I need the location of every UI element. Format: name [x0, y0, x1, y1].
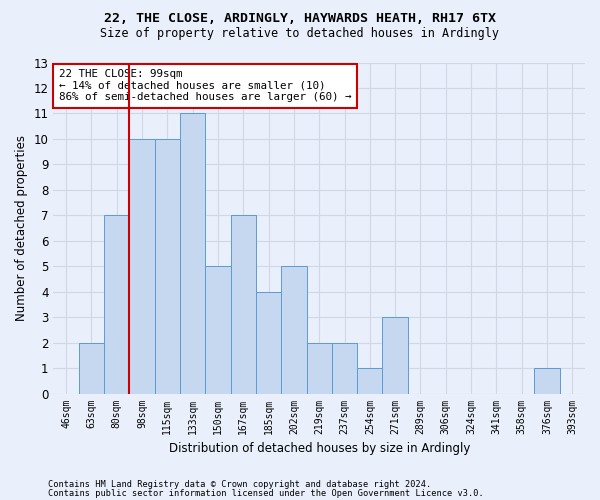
- Bar: [256, 292, 281, 394]
- Bar: [180, 114, 205, 394]
- Bar: [332, 342, 357, 394]
- Text: 22 THE CLOSE: 99sqm
← 14% of detached houses are smaller (10)
86% of semi-detach: 22 THE CLOSE: 99sqm ← 14% of detached ho…: [59, 69, 351, 102]
- Bar: [230, 216, 256, 394]
- Bar: [307, 342, 332, 394]
- X-axis label: Distribution of detached houses by size in Ardingly: Distribution of detached houses by size …: [169, 442, 470, 455]
- Bar: [382, 317, 408, 394]
- Bar: [79, 342, 104, 394]
- Y-axis label: Number of detached properties: Number of detached properties: [15, 135, 28, 321]
- Bar: [155, 139, 180, 394]
- Text: Contains public sector information licensed under the Open Government Licence v3: Contains public sector information licen…: [48, 490, 484, 498]
- Bar: [104, 216, 130, 394]
- Text: 22, THE CLOSE, ARDINGLY, HAYWARDS HEATH, RH17 6TX: 22, THE CLOSE, ARDINGLY, HAYWARDS HEATH,…: [104, 12, 496, 26]
- Bar: [281, 266, 307, 394]
- Bar: [535, 368, 560, 394]
- Bar: [357, 368, 382, 394]
- Text: Size of property relative to detached houses in Ardingly: Size of property relative to detached ho…: [101, 28, 499, 40]
- Bar: [130, 139, 155, 394]
- Text: Contains HM Land Registry data © Crown copyright and database right 2024.: Contains HM Land Registry data © Crown c…: [48, 480, 431, 489]
- Bar: [205, 266, 230, 394]
